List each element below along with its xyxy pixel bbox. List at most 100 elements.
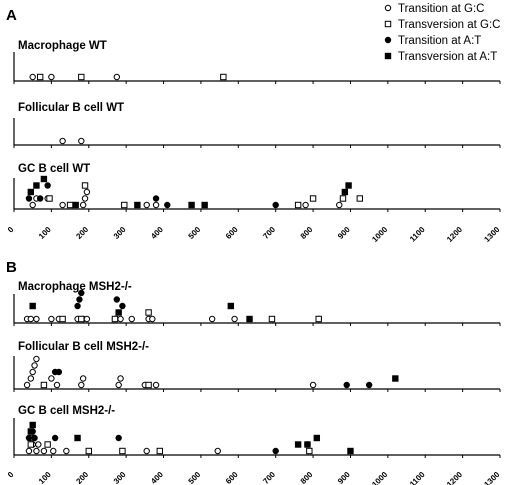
marker-ts_gc-p0-t2 [59,201,66,209]
marker-ts_gc-p1-t0 [83,315,91,323]
x-tick-label-1200: 1200 [445,470,464,485]
marker-tv_gc-p1-t2 [44,441,51,448]
marker-tv_gc-p1-t0 [145,309,152,316]
x-tick-label-700: 700 [261,470,277,485]
track-title-p1-t2: GC B cell MSH2-/- [18,405,115,417]
marker-ts_gc-p0-t0 [29,73,36,81]
marker-ts_gc-p1-t1 [31,362,38,369]
marker-ts_gc-p1-t2 [40,447,48,455]
marker-tv_gc-p0-t0 [78,73,85,81]
track-title-p1-t1: Follicular B cell MSH2-/- [18,341,149,353]
x-tick-label-800: 800 [299,470,315,485]
marker-tv_at-p1-t2 [27,428,35,435]
marker-tv_at-p0-t2 [341,188,349,196]
marker-ts_at-p1-t2 [51,434,59,442]
marker-ts_gc-p0-t0 [113,73,121,81]
track-title-p1-t0: Macrophage MSH2-/- [18,281,132,293]
track-title-p0-t1: Follicular B cell WT [18,102,124,114]
marker-tv_at-p1-t2 [74,434,81,442]
marker-ts_at-p1-t1 [365,381,373,389]
marker-tv_gc-p0-t2 [66,201,74,209]
x-tick-label-1200: 1200 [445,225,464,244]
marker-ts_gc-p1-t1 [309,381,317,389]
marker-ts_at-p1-t1 [55,368,63,376]
marker-tv_gc-p0-t2 [121,201,128,209]
marker-ts_gc-p1-t0 [149,315,156,323]
marker-ts_at-p1-t2 [115,434,122,442]
x-tick-label-200: 200 [74,470,90,485]
marker-ts_gc-p0-t1 [78,137,85,145]
legend-marker-ts_gc [384,4,392,12]
x-tick-label-100: 100 [37,225,53,241]
x-tick-label-200: 200 [74,225,90,241]
marker-ts_gc-p0-t2 [152,201,160,209]
marker-ts_gc-p0-t2 [83,188,91,196]
marker-tv_gc-p1-t1 [145,381,152,389]
marker-tv_gc-p1-t2 [156,447,164,455]
x-tick-label-0: 0 [6,470,16,480]
marker-ts_at-p1-t0 [74,302,81,310]
x-tick-label-1300: 1300 [482,470,501,485]
x-tick-label-0: 0 [6,225,16,235]
marker-ts_gc-p1-t0 [48,315,55,323]
panel-letter-b: B [6,259,17,276]
marker-ts_at-p0-t2 [44,182,51,189]
marker-ts_gc-p1-t1 [115,381,122,389]
marker-tv_gc-p1-t0 [111,315,119,323]
marker-tv_gc-p1-t2 [119,447,126,455]
legend-label-ts_at: Transition at A:T [398,35,481,47]
marker-ts_gc-p1-t2 [50,447,57,455]
marker-ts_gc-p1-t1 [48,375,55,382]
marker-tv_gc-p0-t0 [220,73,227,81]
marker-ts_gc-p1-t0 [128,315,135,323]
track-title-p0-t2: GC B cell WT [18,163,90,175]
x-tick-label-1000: 1000 [370,470,389,485]
marker-ts_gc-p1-t2 [33,447,40,455]
marker-tv_at-p0-t2 [72,201,79,209]
marker-tv_gc-p1-t2 [306,447,313,455]
marker-tv_gc-p0-t2 [46,195,53,202]
marker-ts_gc-p0-t2 [302,201,309,209]
marker-tv_gc-p0-t2 [294,201,302,209]
marker-tv_gc-p0-t2 [309,195,317,202]
marker-ts_gc-p0-t2 [143,201,150,209]
marker-ts_gc-p1-t1 [117,375,124,382]
legend-label-tv_at: Transversion at A:T [398,51,497,63]
marker-ts_at-p0-t2 [25,195,33,202]
marker-tv_at-p1-t0 [29,302,36,310]
marker-tv_at-p1-t2 [347,447,354,455]
track-title-p0-t0: Macrophage WT [18,40,107,52]
marker-tv_at-p1-t0 [246,315,253,323]
marker-ts_at-p0-t2 [36,195,44,202]
marker-tv_at-p1-t0 [227,302,235,310]
marker-tv_at-p0-t2 [40,175,48,183]
marker-ts_gc-p1-t1 [27,375,35,382]
marker-ts_gc-p1-t1 [29,368,36,376]
marker-tv_at-p0-t2 [134,201,141,209]
marker-ts_at-p1-t2 [272,447,279,455]
marker-tv_gc-p0-t0 [36,73,44,81]
marker-tv_gc-p0-t2 [339,195,347,202]
marker-ts_gc-p1-t1 [23,381,31,389]
legend-label-tv_gc: Transversion at G:C [398,19,500,31]
marker-ts_gc-p1-t1 [152,381,160,389]
x-tick-label-1000: 1000 [370,225,389,244]
marker-ts_at-p1-t0 [78,289,85,297]
marker-ts_gc-p0-t2 [29,201,36,209]
marker-ts_gc-p1-t0 [231,315,238,323]
marker-ts_at-p1-t0 [113,296,121,303]
x-tick-label-400: 400 [149,225,165,241]
marker-tv_gc-p1-t0 [78,315,85,323]
x-tick-label-700: 700 [261,225,277,241]
marker-ts_at-p0-t2 [164,201,171,209]
marker-tv_at-p1-t2 [304,441,311,448]
marker-ts_gc-p1-t2 [35,441,42,448]
marker-ts_at-p1-t2 [31,434,38,442]
x-tick-label-500: 500 [187,470,203,485]
marker-tv_gc-p0-t2 [356,195,364,202]
x-tick-label-900: 900 [336,225,352,241]
marker-tv_gc-p1-t2 [85,447,92,455]
marker-ts_gc-p1-t2 [214,447,221,455]
marker-ts_gc-p0-t2 [79,201,87,209]
marker-ts_gc-p1-t2 [25,447,33,455]
